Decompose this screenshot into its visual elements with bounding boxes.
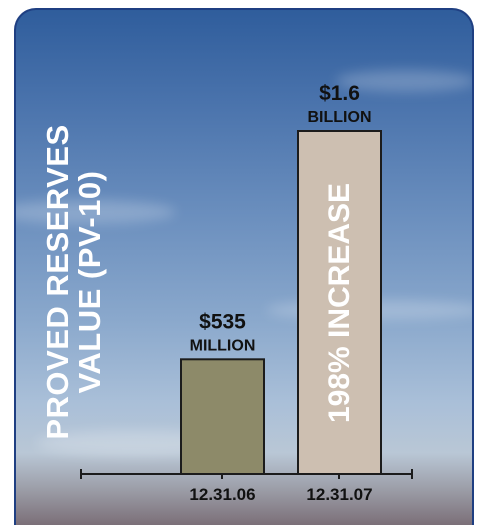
sky-cloud xyxy=(336,70,472,92)
x-tick-label: 12.31.07 xyxy=(306,485,372,504)
data-label-scale: BILLION xyxy=(308,109,372,126)
increase-annotation: 198% INCREASE xyxy=(322,182,356,423)
bar-12-31-07 xyxy=(297,130,382,475)
data-label-amount: $1.6 xyxy=(319,82,360,105)
x-tick-label: 12.31.06 xyxy=(189,485,255,504)
sky-cloud xyxy=(16,200,176,224)
data-label-scale: MILLION xyxy=(190,337,256,354)
data-label-amount: $535 xyxy=(199,310,246,333)
bar-12-31-06 xyxy=(180,358,265,476)
